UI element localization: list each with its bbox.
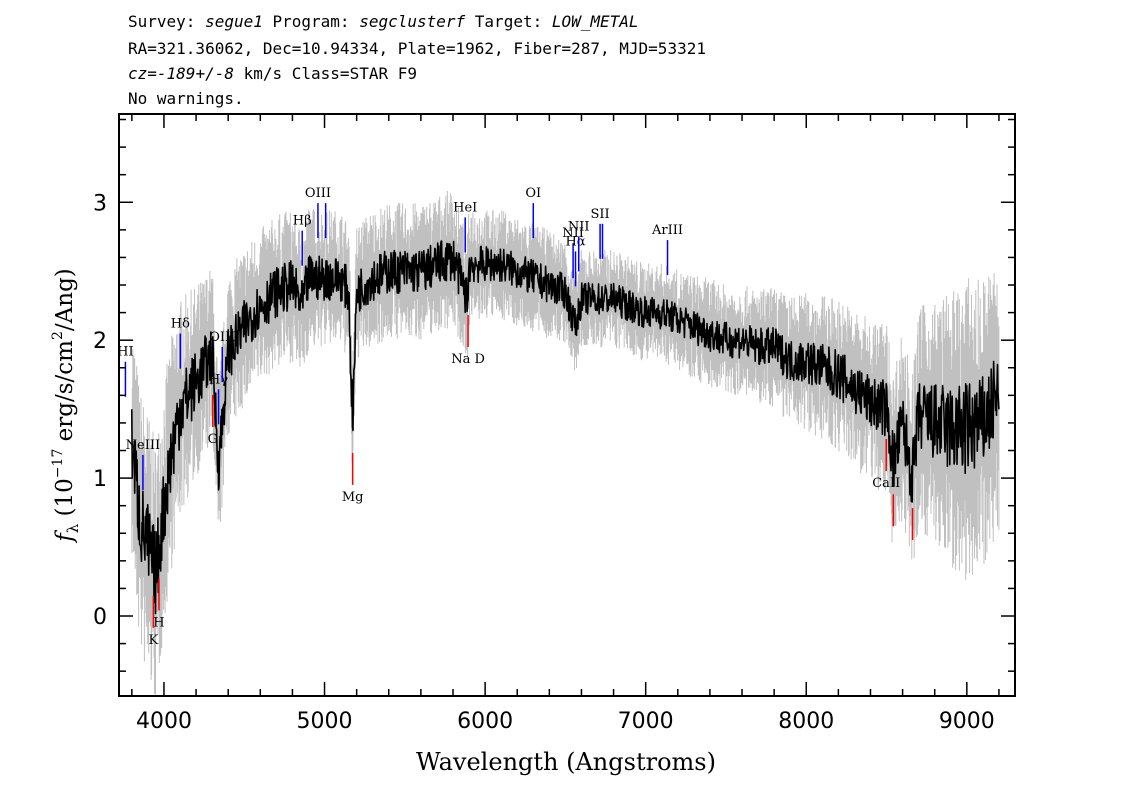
header-line-2: RA=321.36062, Dec=10.94334, Plate=1962, …	[128, 39, 706, 58]
emission-line-label-1: NeIII	[126, 438, 160, 453]
emission-line-label-12: NII	[568, 219, 590, 234]
y-tick-label-3: 3	[93, 191, 107, 216]
class-text: km/s Class=STAR F9	[233, 64, 417, 83]
x-tick-label-6000: 6000	[457, 709, 513, 734]
cz-label: cz=	[128, 64, 157, 83]
header-line-1: Survey: segue1 Program: segclusterf Targ…	[128, 12, 639, 31]
target-label: Target:	[465, 12, 552, 31]
survey-label: Survey:	[128, 12, 206, 31]
emission-line-label-11: Hα	[565, 234, 585, 249]
emission-line-label-15: ArIII	[651, 223, 683, 238]
x-tick-label-5000: 5000	[297, 709, 353, 734]
flux-line-layer	[131, 240, 1000, 615]
absorption-line-label-2: G	[208, 432, 218, 447]
emission-line-label-2: Hδ	[171, 317, 190, 332]
emission-line-label-13: SII	[590, 207, 609, 222]
program-label: Program:	[262, 12, 360, 31]
emission-line-label-4: OIII	[209, 330, 235, 345]
absorption-line-label-3: Mg	[342, 490, 364, 505]
y-tick-label-2: 2	[93, 329, 107, 354]
y-axis-label: fλ (10−17 erg/s/cm2/Ang)	[50, 268, 82, 544]
absorption-line-label-4: Na D	[451, 352, 485, 367]
emission-line-label-8: HeI	[453, 200, 477, 215]
flux-line	[131, 240, 1000, 615]
emission-line-label-5: Hβ	[293, 214, 312, 229]
absorption-line-label-1: H	[153, 615, 164, 630]
header-line-4: No warnings.	[128, 89, 244, 108]
target-value: LOW_METAL	[551, 12, 639, 31]
survey-value: segue1	[205, 12, 263, 31]
error-band-layer	[131, 190, 1000, 695]
x-tick-label-9000: 9000	[939, 709, 995, 734]
emission-line-label-6: OIII	[305, 186, 331, 201]
header-line-3: cz=-189+/-8 km/s Class=STAR F9	[128, 64, 417, 83]
plot-frame	[118, 113, 1016, 697]
emission-line-label-9: OI	[525, 186, 541, 201]
x-tick-label-4000: 4000	[136, 709, 192, 734]
x-axis-label: Wavelength (Angstroms)	[416, 748, 716, 776]
x-tick-label-7000: 7000	[618, 709, 674, 734]
absorption-line-label-0: K	[149, 633, 159, 648]
axis-ticks: 4000 5000 6000 7000 8000 9000 0 1 2 3	[93, 114, 1015, 734]
emission-line-label-0: HI	[117, 345, 133, 360]
x-tick-label-8000: 8000	[778, 709, 834, 734]
emission-line-label-3: Hγ	[209, 372, 228, 387]
absorption-line-label-5: CaII	[872, 476, 900, 491]
error-band	[131, 190, 1000, 695]
spectral-line-markers: HINeIIIHδHγOIIIHβOIIIHeIOINIIHαNIISIIArI…	[117, 186, 914, 648]
cz-value: -189+/-8	[156, 64, 234, 83]
program-value: segclusterf	[359, 12, 466, 31]
y-tick-label-0: 0	[93, 605, 107, 630]
y-tick-label-1: 1	[93, 467, 107, 492]
